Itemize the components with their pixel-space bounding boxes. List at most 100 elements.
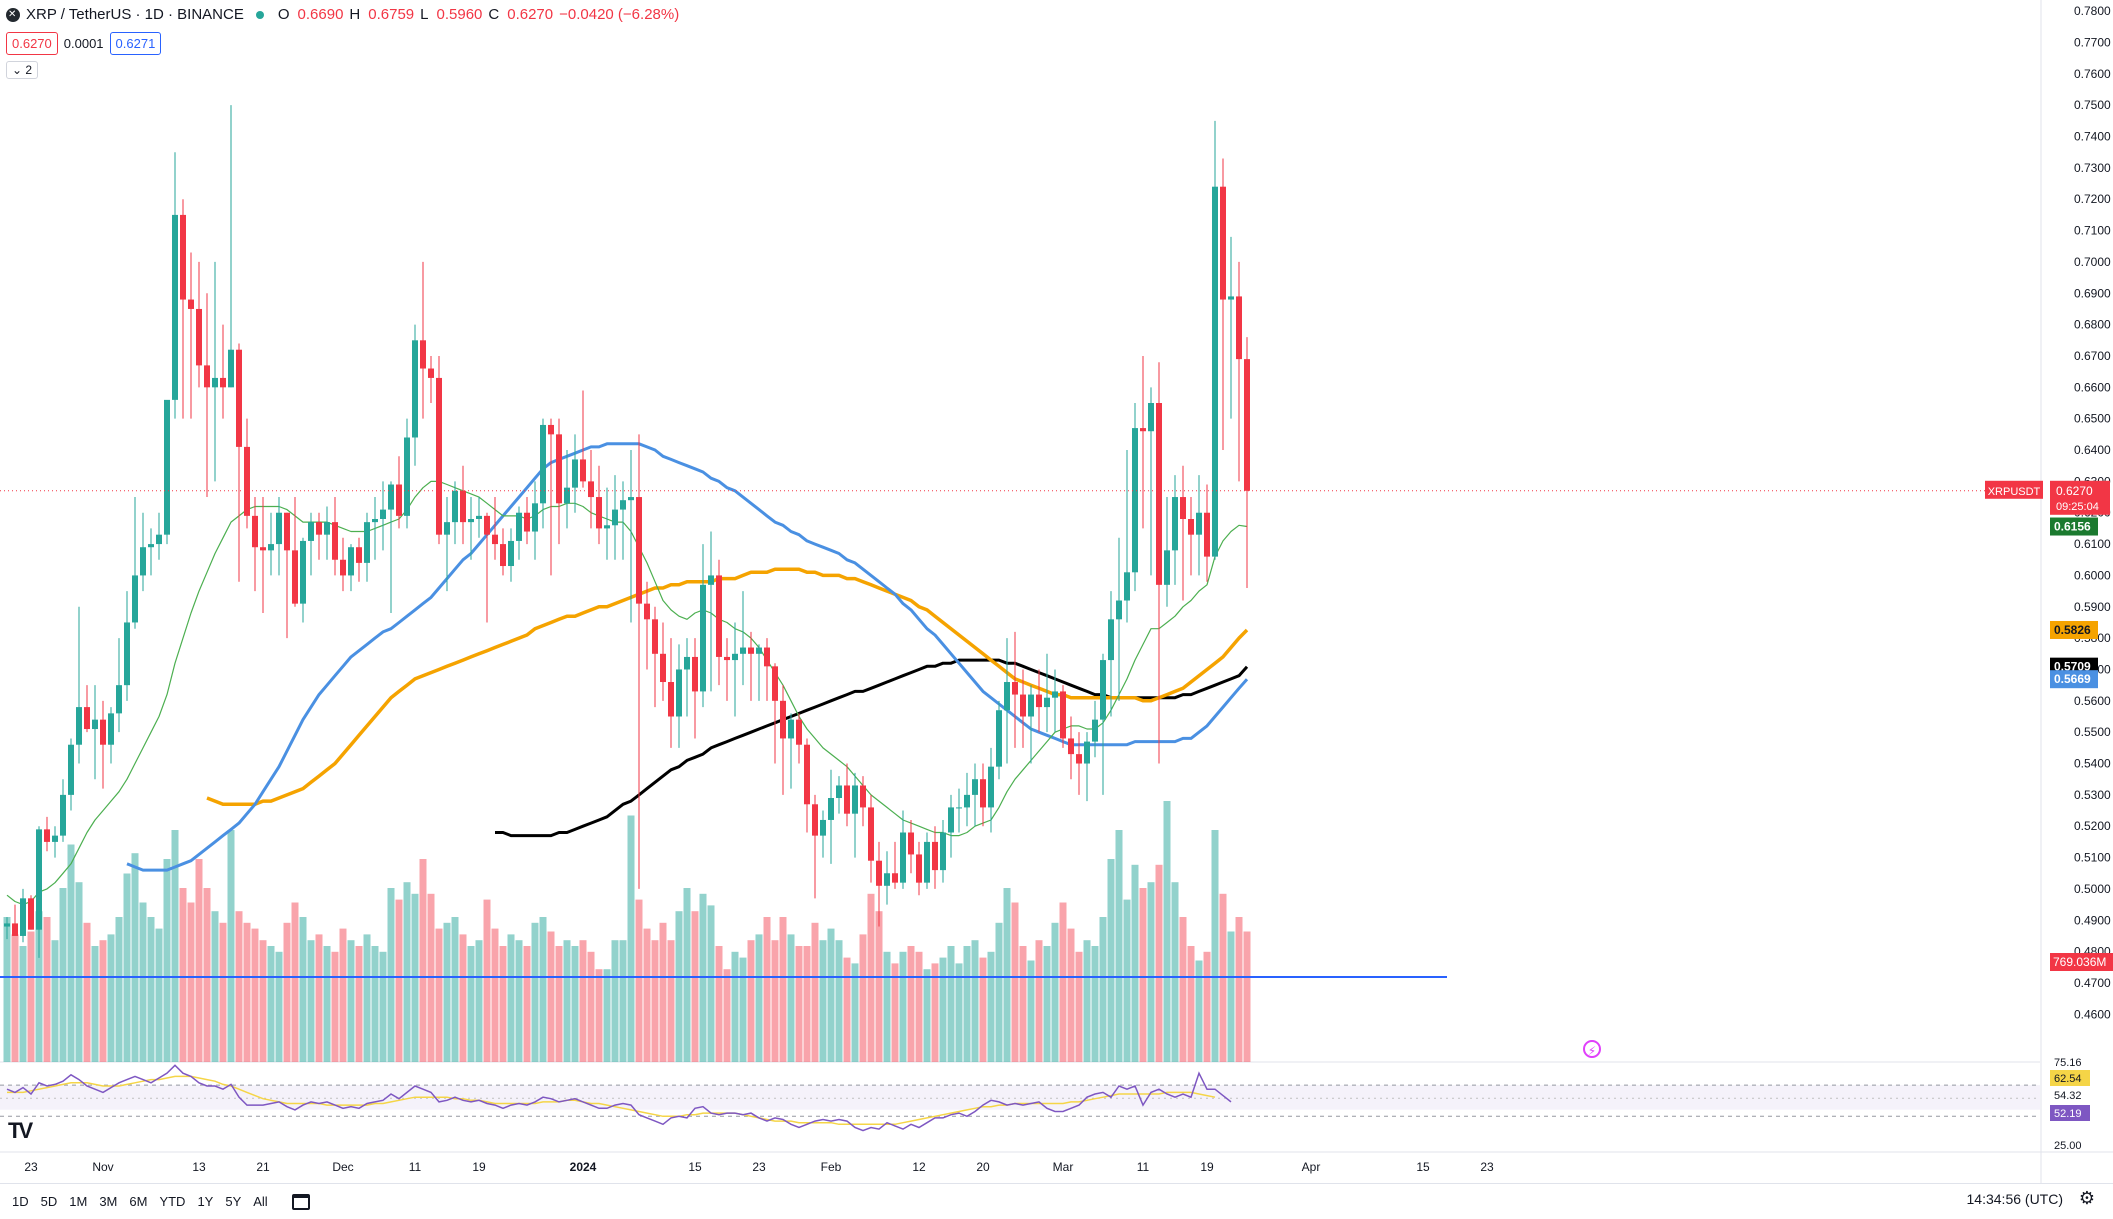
indicators-toggle[interactable]: ⌄ 2 bbox=[6, 61, 39, 79]
ma-blue-line bbox=[126, 442, 1249, 872]
price-tick-label: 0.5100 bbox=[2074, 851, 2111, 865]
timeframe-ytd[interactable]: YTD bbox=[159, 1194, 186, 1209]
candle-body bbox=[1108, 619, 1114, 661]
volume-bar bbox=[1131, 864, 1139, 1062]
sell-price-button[interactable]: 0.6270 bbox=[6, 32, 58, 55]
candle-body bbox=[788, 719, 794, 739]
candle-body bbox=[852, 785, 858, 814]
candle-body bbox=[332, 522, 338, 560]
candle-body bbox=[364, 522, 370, 563]
buy-price-button[interactable]: 0.6271 bbox=[109, 32, 162, 55]
volume-bar bbox=[923, 969, 931, 1062]
volume-bar bbox=[235, 911, 243, 1062]
gear-icon[interactable]: ⚙ bbox=[2078, 1188, 2095, 1208]
calendar-icon[interactable] bbox=[291, 1193, 310, 1210]
volume-bar bbox=[1115, 830, 1123, 1062]
candle-body bbox=[204, 365, 210, 388]
bottom-toolbar: 1D 5D 1M 3M 6M YTD 1Y 5Y All bbox=[0, 1183, 2113, 1219]
rsi-ma-tag-bg bbox=[2050, 1070, 2090, 1086]
volume-bars bbox=[3, 801, 1251, 1062]
volume-bar bbox=[131, 853, 139, 1062]
candle-body bbox=[84, 707, 90, 730]
volume-bar bbox=[107, 934, 115, 1062]
candle-body bbox=[116, 685, 122, 714]
volume-bar bbox=[283, 922, 291, 1062]
timeframe-all[interactable]: All bbox=[253, 1194, 268, 1209]
volume-bar bbox=[475, 940, 483, 1062]
candle-body bbox=[580, 459, 586, 482]
volume-bar bbox=[395, 899, 403, 1062]
volume-bar bbox=[515, 940, 523, 1062]
candle-body bbox=[108, 713, 114, 745]
candle-body bbox=[612, 509, 618, 526]
timeframe-5d[interactable]: 5D bbox=[40, 1194, 58, 1209]
price-tick-label: 0.5900 bbox=[2074, 600, 2111, 614]
candle-body bbox=[1180, 497, 1186, 519]
candle-body bbox=[900, 832, 906, 883]
time-tick-label: 19 bbox=[1200, 1160, 1214, 1174]
candle-body bbox=[844, 785, 850, 814]
price-tick-label: 0.7000 bbox=[2074, 255, 2111, 269]
candle-body bbox=[220, 377, 226, 388]
timeframe-6m[interactable]: 6M bbox=[129, 1194, 148, 1209]
volume-bar bbox=[547, 931, 555, 1062]
volume-bar bbox=[883, 951, 891, 1062]
ma-value-tag-bg bbox=[2050, 620, 2098, 639]
candle-body bbox=[524, 512, 530, 532]
timeframe-1d[interactable]: 1D bbox=[12, 1194, 29, 1209]
lightning-icon[interactable]: ⚡ bbox=[1583, 1040, 1601, 1058]
candle-body bbox=[444, 522, 450, 535]
candle-body bbox=[492, 534, 498, 545]
candle-body bbox=[644, 603, 650, 620]
high-label: H bbox=[349, 6, 361, 23]
volume-bar bbox=[155, 928, 163, 1062]
timeframe-1m[interactable]: 1M bbox=[69, 1194, 88, 1209]
candle-body bbox=[820, 819, 826, 836]
timeframe-1y[interactable]: 1Y bbox=[197, 1194, 214, 1209]
timeframe-3m[interactable]: 3M bbox=[99, 1194, 118, 1209]
volume-bar bbox=[1235, 917, 1243, 1062]
candle-body bbox=[1244, 359, 1250, 491]
candle-body bbox=[1116, 600, 1122, 620]
price-tick-label: 0.6100 bbox=[2074, 537, 2111, 551]
price-axis[interactable]: 0.7800 0.7700 0.7600 0.7500 0.7400 0.7300 0.72… bbox=[2074, 4, 2111, 1021]
volume-bar bbox=[963, 946, 971, 1062]
price-tick-label: 0.7700 bbox=[2074, 35, 2111, 49]
utc-clock[interactable]: 14:34:56 (UTC) bbox=[1966, 1191, 2063, 1207]
volume-bar bbox=[491, 928, 499, 1062]
candle-body bbox=[1220, 186, 1226, 300]
ma-value-tag: 0.5669 bbox=[2054, 672, 2091, 686]
volume-bar bbox=[715, 946, 723, 1062]
time-axis[interactable]: 23 Nov 13 21 Dec 11 19 2024 15 23 Feb 12 20 Mar 11 19 Ap… bbox=[24, 1160, 1494, 1174]
candle-body bbox=[804, 744, 810, 805]
volume-bar bbox=[1083, 940, 1091, 1062]
candle-body bbox=[836, 785, 842, 799]
candle-body bbox=[124, 622, 130, 686]
volume-bar bbox=[1187, 946, 1195, 1062]
volume-bar bbox=[1091, 946, 1099, 1062]
volume-bar bbox=[731, 951, 739, 1062]
candle-body bbox=[972, 779, 978, 795]
candle-body bbox=[628, 497, 634, 501]
candle-body bbox=[300, 540, 306, 604]
symbol-tag-label: XRPUSDT bbox=[1988, 486, 2041, 498]
symbol-title[interactable]: XRP / TetherUS · 1D · BINANCE bbox=[26, 6, 244, 23]
volume-bar bbox=[739, 957, 747, 1062]
price-tick-label: 0.6000 bbox=[2074, 568, 2111, 582]
candle-body bbox=[268, 544, 274, 551]
tradingview-logo-icon[interactable]: TV bbox=[8, 1118, 33, 1143]
quote-panel: 0.6270 0.0001 0.6271 bbox=[6, 32, 162, 55]
volume-bar bbox=[875, 911, 883, 1062]
volume-bar bbox=[443, 922, 451, 1062]
volume-bar bbox=[1147, 882, 1155, 1062]
volume-bar bbox=[1171, 882, 1179, 1062]
timeframe-5y[interactable]: 5Y bbox=[225, 1194, 242, 1209]
candle-body bbox=[1012, 682, 1018, 695]
volume-bar bbox=[531, 922, 539, 1062]
chevron-down-icon: ⌄ bbox=[12, 63, 26, 77]
candle-body bbox=[380, 509, 386, 519]
volume-bar bbox=[67, 844, 75, 1062]
candle-body bbox=[708, 575, 714, 585]
candle-body bbox=[252, 515, 258, 548]
